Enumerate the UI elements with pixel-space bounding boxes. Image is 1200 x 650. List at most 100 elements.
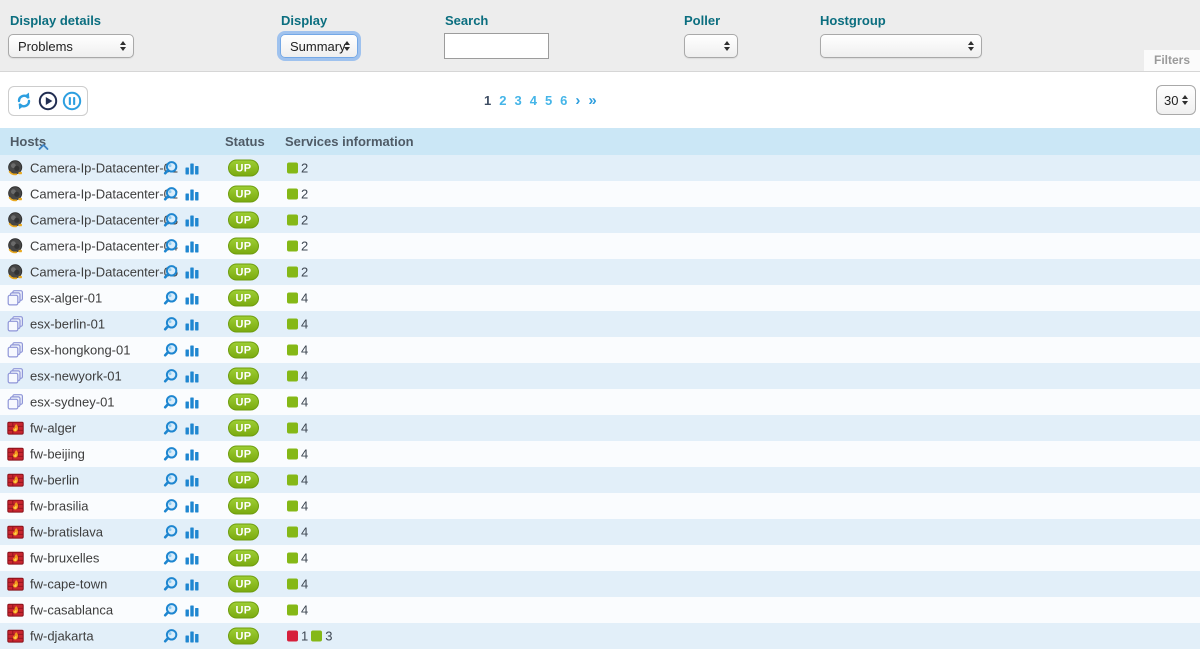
ok-services-square[interactable] [287, 240, 298, 252]
host-name-link[interactable]: esx-alger-01 [30, 290, 103, 306]
ok-services-square[interactable] [287, 318, 298, 330]
page-link-4[interactable]: 4 [529, 93, 537, 108]
services-count[interactable]: 4 [301, 550, 309, 566]
ok-services-square[interactable] [287, 344, 298, 356]
services-count[interactable]: 4 [301, 446, 309, 462]
last-page-icon[interactable]: » [588, 92, 597, 109]
host-name-link[interactable]: esx-sydney-01 [30, 394, 115, 410]
display-select[interactable]: Summary [280, 34, 358, 58]
performance-graph-icon[interactable] [184, 576, 200, 592]
services-count[interactable]: 2 [301, 212, 309, 228]
host-name-link[interactable]: fw-djakarta [30, 628, 94, 644]
ok-services-square[interactable] [287, 396, 298, 408]
performance-graph-icon[interactable] [184, 446, 200, 462]
host-name-link[interactable]: Camera-Ip-Datacenter-04 [30, 238, 179, 254]
host-name-link[interactable]: fw-casablanca [30, 602, 114, 618]
view-detail-icon[interactable] [163, 394, 179, 410]
ok-services-square[interactable] [287, 266, 298, 278]
column-header-status[interactable]: Status [225, 134, 265, 149]
ok-services-square[interactable] [287, 370, 298, 382]
view-detail-icon[interactable] [163, 186, 179, 202]
performance-graph-icon[interactable] [184, 420, 200, 436]
services-count[interactable]: 4 [301, 472, 309, 488]
filters-tab[interactable]: Filters [1143, 50, 1200, 71]
ok-services-square[interactable] [287, 526, 298, 538]
host-name-link[interactable]: Camera-Ip-Datacenter-05 [30, 264, 179, 280]
view-detail-icon[interactable] [163, 524, 179, 540]
column-header-services[interactable]: Services information [285, 134, 414, 149]
performance-graph-icon[interactable] [184, 524, 200, 540]
services-count[interactable]: 4 [301, 420, 309, 436]
performance-graph-icon[interactable] [184, 628, 200, 644]
services-count[interactable]: 4 [301, 290, 309, 306]
services-count[interactable]: 2 [301, 264, 309, 280]
services-count[interactable]: 2 [301, 160, 309, 176]
services-count[interactable]: 4 [301, 602, 309, 618]
services-count[interactable]: 4 [301, 524, 309, 540]
ok-services-square[interactable] [287, 500, 298, 512]
view-detail-icon[interactable] [163, 342, 179, 358]
view-detail-icon[interactable] [163, 420, 179, 436]
pause-button[interactable] [61, 90, 83, 112]
services-count[interactable]: 4 [301, 316, 309, 332]
services-count[interactable]: 1 [301, 628, 309, 644]
view-detail-icon[interactable] [163, 602, 179, 618]
display-details-select[interactable]: Problems [8, 34, 134, 58]
page-link-3[interactable]: 3 [514, 93, 522, 108]
view-detail-icon[interactable] [163, 368, 179, 384]
page-size-select[interactable]: 30 [1156, 85, 1196, 115]
services-count[interactable]: 2 [301, 238, 309, 254]
poller-select[interactable] [684, 34, 738, 58]
performance-graph-icon[interactable] [184, 160, 200, 176]
refresh-button[interactable] [13, 90, 35, 112]
page-link-5[interactable]: 5 [544, 93, 553, 108]
ok-services-square[interactable] [287, 422, 298, 434]
view-detail-icon[interactable] [163, 264, 179, 280]
performance-graph-icon[interactable] [184, 550, 200, 566]
view-detail-icon[interactable] [163, 498, 179, 514]
host-name-link[interactable]: esx-berlin-01 [30, 316, 106, 332]
ok-services-square[interactable] [311, 630, 323, 642]
host-name-link[interactable]: fw-bratislava [30, 524, 103, 540]
play-button[interactable] [37, 90, 59, 112]
search-input[interactable] [444, 33, 549, 59]
services-count[interactable]: 2 [301, 186, 309, 202]
performance-graph-icon[interactable] [184, 238, 200, 254]
next-page-icon[interactable]: › [575, 92, 581, 109]
performance-graph-icon[interactable] [184, 602, 200, 618]
host-name-link[interactable]: esx-hongkong-01 [30, 342, 131, 358]
host-name-link[interactable]: fw-cape-town [30, 576, 108, 592]
host-name-link[interactable]: Camera-Ip-Datacenter-01 [30, 160, 179, 176]
performance-graph-icon[interactable] [184, 316, 200, 332]
ok-services-square[interactable] [287, 162, 298, 174]
ok-services-square[interactable] [287, 188, 298, 200]
host-name-link[interactable]: fw-berlin [30, 472, 80, 488]
ok-services-square[interactable] [287, 552, 298, 564]
view-detail-icon[interactable] [163, 550, 179, 566]
view-detail-icon[interactable] [163, 576, 179, 592]
ok-services-square[interactable] [287, 578, 298, 590]
performance-graph-icon[interactable] [184, 342, 200, 358]
host-name-link[interactable]: fw-alger [30, 420, 77, 436]
ok-services-square[interactable] [287, 474, 298, 486]
services-count[interactable]: 4 [301, 498, 309, 514]
view-detail-icon[interactable] [163, 628, 179, 644]
host-name-link[interactable]: fw-brasilia [30, 498, 89, 514]
performance-graph-icon[interactable] [184, 212, 200, 228]
services-count[interactable]: 4 [301, 342, 309, 358]
services-count[interactable]: 4 [301, 576, 309, 592]
ok-services-square[interactable] [287, 448, 298, 460]
services-count[interactable]: 3 [325, 628, 333, 644]
critical-services-square[interactable] [287, 630, 298, 642]
sort-asc-icon[interactable] [38, 138, 49, 156]
performance-graph-icon[interactable] [184, 368, 200, 384]
page-link-2[interactable]: 2 [499, 93, 507, 108]
view-detail-icon[interactable] [163, 316, 179, 332]
host-name-link[interactable]: Camera-Ip-Datacenter-02 [30, 186, 179, 202]
page-link-6[interactable]: 6 [560, 93, 568, 108]
performance-graph-icon[interactable] [184, 498, 200, 514]
view-detail-icon[interactable] [163, 160, 179, 176]
ok-services-square[interactable] [287, 604, 298, 616]
ok-services-square[interactable] [287, 292, 298, 304]
services-count[interactable]: 4 [301, 368, 309, 384]
